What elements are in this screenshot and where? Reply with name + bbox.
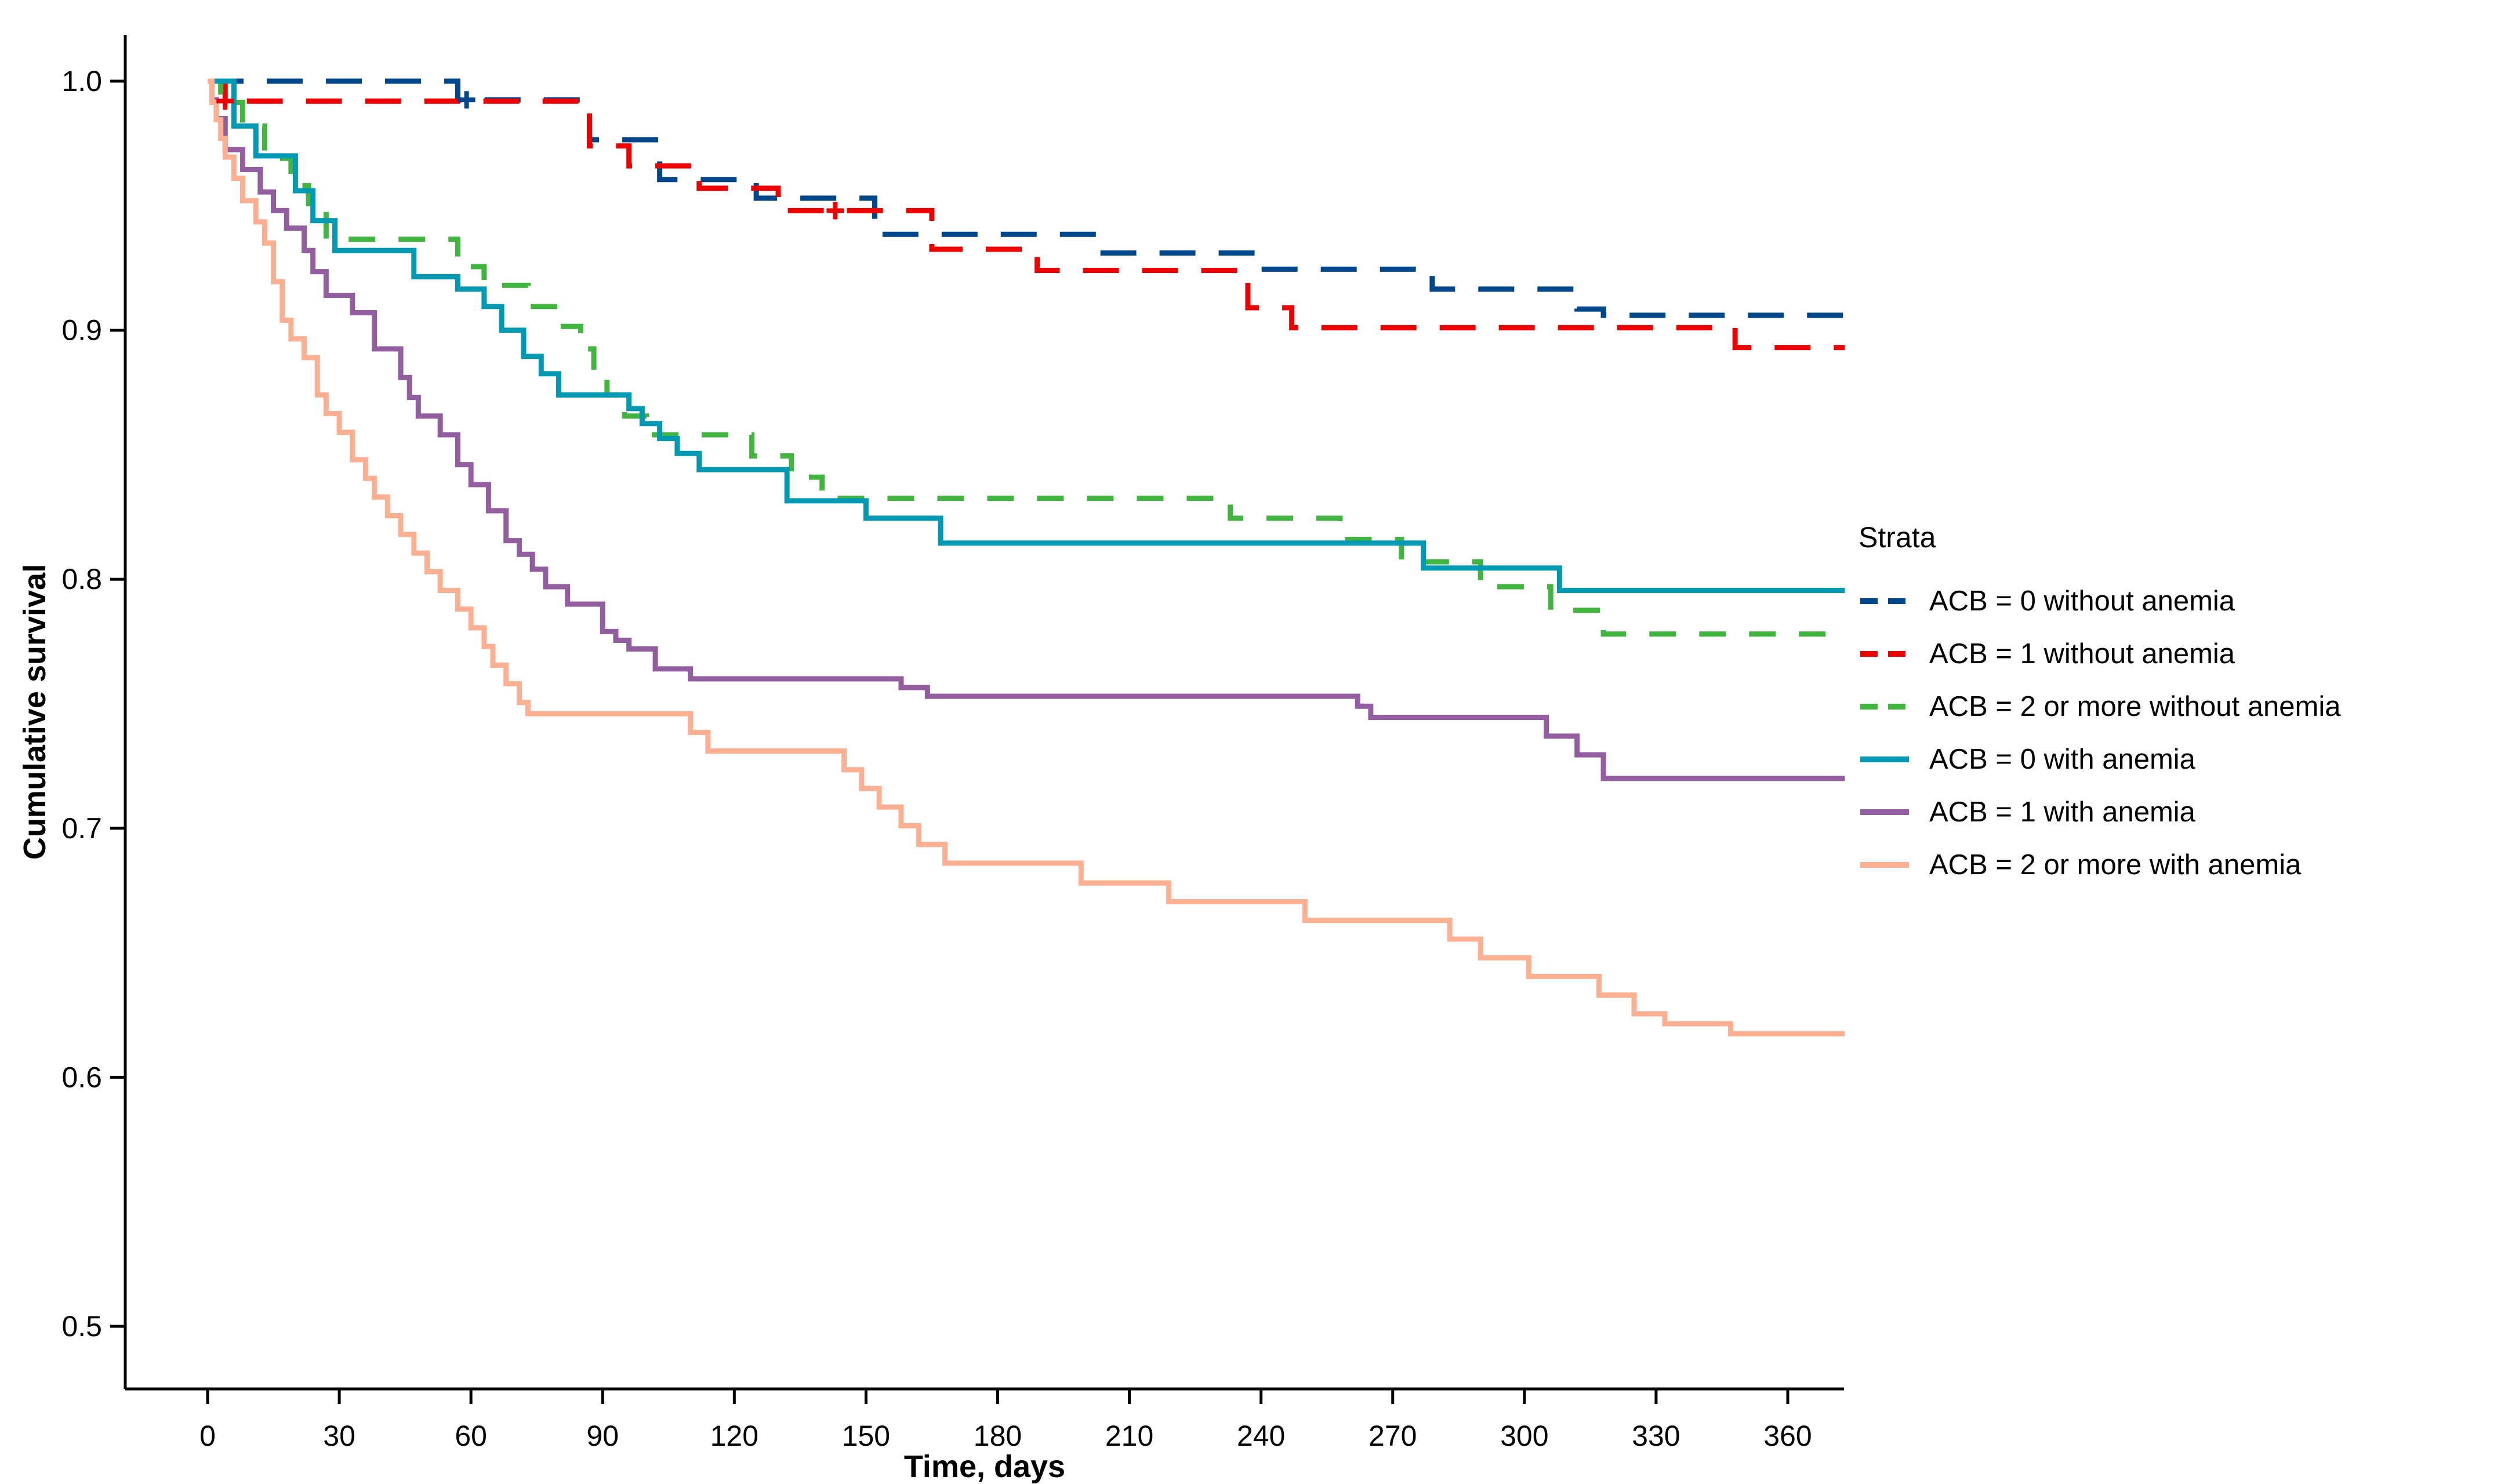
legend-key-acb1-with-anemia-icon [1860,809,1909,815]
x-tick-label: 90 [586,1420,619,1452]
y-tick-label: 0.8 [61,563,102,595]
legend-key-acb2plus-with-anemia-icon [1860,862,1909,868]
x-tick-label: 120 [710,1420,758,1452]
legend-item-label: ACB = 0 without anemia [1929,585,2235,617]
legend-key-acb0-with-anemia-icon [1860,756,1909,762]
legend-item-acb1-with-anemia: ACB = 1 with anemia [1859,795,2340,829]
x-tick-label: 300 [1500,1420,1548,1452]
legend-key-acb2plus-without-anemia-icon [1860,704,1909,710]
legend-item-label: ACB = 0 with anemia [1929,744,2195,775]
y-tick-label: 0.6 [61,1061,102,1093]
legend: Strata ACB = 0 without anemia ACB = 1 wi… [1859,521,2340,901]
legend-item-acb0-without-anemia: ACB = 0 without anemia [1859,584,2340,618]
y-axis-title: Cumulative survival [17,564,52,860]
survival-curve-1 [208,78,1845,351]
legend-item-acb0-with-anemia: ACB = 0 with anemia [1859,743,2340,776]
legend-item-label: ACB = 1 with anemia [1929,796,2195,828]
survival-curve-3 [208,78,1845,594]
x-tick-label: 270 [1369,1420,1417,1452]
legend-item-acb1-without-anemia: ACB = 1 without anemia [1859,637,2340,671]
x-tick-label: 0 [199,1420,216,1452]
x-axis-title: Time, days [904,1449,1065,1484]
y-tick-label: 1.0 [61,65,102,97]
legend-key-acb0-without-anemia-icon [1860,598,1909,604]
legend-item-label: ACB = 2 or more without anemia [1929,691,2341,722]
legend-item-label: ACB = 2 or more with anemia [1929,849,2302,881]
x-tick-label: 60 [455,1420,487,1452]
x-tick-label: 330 [1632,1420,1680,1452]
x-tick-label: 360 [1763,1420,1812,1452]
legend-title: Strata [1859,521,1936,554]
x-tick-label: 210 [1105,1420,1153,1452]
x-tick-label: 150 [842,1420,890,1452]
legend-item-label: ACB = 1 without anemia [1929,638,2235,670]
x-tick-label: 180 [974,1420,1022,1452]
x-tick-label: 240 [1237,1420,1285,1452]
survival-curve-0 [208,78,1845,318]
x-tick-label: 30 [323,1420,355,1452]
survival-curve-4 [208,78,1845,781]
y-tick-label: 0.5 [61,1310,102,1343]
y-tick-label: 0.9 [61,314,102,347]
legend-key-acb1-without-anemia-icon [1860,651,1909,657]
y-tick-label: 0.7 [61,812,102,845]
survival-curve-5 [208,78,1845,1036]
survival-curve-2 [208,78,1845,637]
legend-item-acb2plus-without-anemia: ACB = 2 or more without anemia [1859,690,2340,723]
legend-item-acb2plus-with-anemia: ACB = 2 or more with anemia [1859,848,2340,882]
